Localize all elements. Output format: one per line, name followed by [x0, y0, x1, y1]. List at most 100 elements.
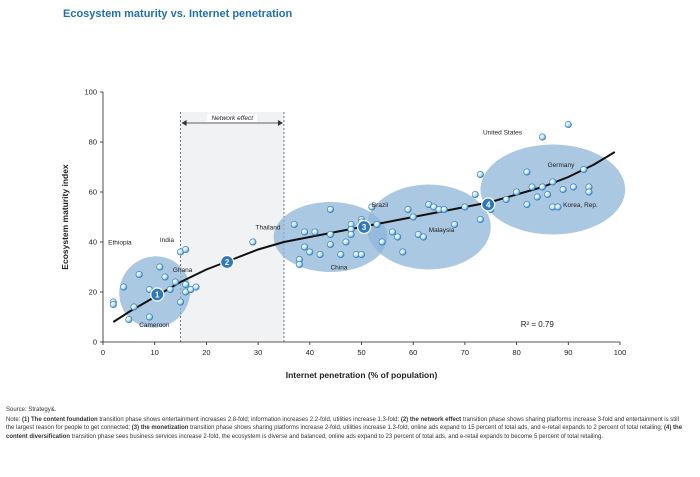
country-label: India: [160, 237, 174, 244]
phase-marker-1: [150, 287, 165, 302]
x-tick-label: 30: [254, 348, 262, 357]
phase-marker-3: [356, 219, 372, 235]
data-point: [368, 203, 376, 211]
data-point: [585, 188, 593, 196]
phase-marker-2: [219, 254, 235, 270]
data-point: [171, 278, 179, 286]
data-point: [554, 203, 562, 211]
data-point: [109, 300, 117, 308]
data-point: [523, 168, 531, 176]
data-point: [301, 243, 309, 251]
data-point: [420, 233, 428, 241]
data-point: [528, 183, 536, 191]
data-point: [533, 193, 541, 201]
network-effect-band-layer: Network effect: [180, 112, 285, 342]
country-label: China: [330, 265, 347, 272]
x-tick-label: 0: [101, 348, 105, 357]
y-tick-label: 80: [89, 138, 97, 147]
phase-marker-label: 2: [225, 258, 230, 267]
data-point: [373, 221, 381, 229]
points-layer: [109, 121, 593, 323]
data-point: [538, 183, 546, 191]
x-tick-label: 10: [151, 348, 159, 357]
data-point: [130, 303, 138, 311]
x-tick-label: 90: [564, 348, 572, 357]
country-label: United States: [483, 130, 523, 137]
data-point: [404, 206, 412, 214]
y-axis-label: Ecosystem maturity index: [60, 164, 70, 270]
data-point: [290, 221, 298, 229]
data-point: [440, 206, 448, 214]
data-point: [502, 196, 510, 204]
note-phase-1-title: (1) The content foundation: [22, 417, 98, 423]
data-point: [177, 298, 185, 306]
note-phase-2-title: (2) the network effect: [400, 417, 462, 423]
x-tick-label: 70: [461, 348, 469, 357]
data-point: [564, 121, 572, 129]
note-phase-3-text: transition phase shows sharing platforms…: [188, 425, 665, 432]
cluster-ellipse-3: [366, 184, 491, 270]
data-point: [394, 233, 402, 241]
data-point: [326, 231, 334, 239]
r-squared-label: R² = 0.79: [521, 320, 555, 329]
data-point: [166, 285, 174, 293]
note-phase-4-title: (4) the content diversification: [6, 425, 683, 440]
data-point: [549, 178, 557, 186]
x-tick-label: 50: [357, 348, 365, 357]
country-label: Malaysia: [429, 227, 455, 234]
data-point: [476, 216, 484, 224]
data-point: [409, 213, 417, 221]
band-arrow-left: [181, 120, 187, 126]
data-point: [471, 191, 479, 199]
x-tick-label: 40: [306, 348, 314, 357]
network-effect-band: [180, 112, 284, 342]
band-label-bg: [207, 114, 258, 122]
data-point: [389, 228, 397, 236]
data-point: [476, 171, 484, 179]
data-point: [399, 248, 407, 256]
note-lead: Note:: [6, 417, 23, 423]
band-arrow-right: [277, 120, 283, 126]
country-label: Ethiopia: [108, 240, 132, 247]
source-note: Source: Strategy&.: [6, 407, 57, 413]
note-phase-2-text: transition phase shows sharing platforms…: [6, 417, 679, 432]
data-point: [311, 228, 319, 236]
data-point: [378, 238, 386, 246]
data-point: [306, 248, 314, 256]
data-point: [569, 183, 577, 191]
data-point: [559, 186, 567, 194]
axes-layer: 0 10 20 30 40 50 60 70 80 90 100 0 20 40 60 80 100 Intern…: [60, 88, 626, 381]
data-point: [461, 203, 469, 211]
data-point: [513, 188, 521, 196]
data-point: [523, 201, 531, 209]
country-label: Ghana: [173, 267, 193, 274]
data-point: [156, 263, 164, 271]
y-tick-label: 40: [89, 238, 97, 247]
country-label: Thailand: [256, 225, 281, 232]
data-point: [326, 206, 334, 214]
data-point: [544, 191, 552, 199]
data-point: [316, 251, 324, 259]
data-point: [182, 280, 190, 288]
y-tick-label: 60: [89, 188, 97, 197]
data-point: [249, 238, 257, 246]
scatter-chart: Network effect 0 10 20 30 40 50 60 70 80 90 100 0 20…: [60, 88, 626, 381]
data-point: [120, 283, 128, 291]
x-tick-label: 20: [202, 348, 210, 357]
data-point: [182, 246, 190, 254]
x-tick-label: 100: [614, 348, 627, 357]
data-point: [135, 270, 143, 278]
data-point: [125, 315, 133, 323]
data-point: [347, 231, 355, 239]
y-tick-label: 20: [89, 288, 97, 297]
phase-marker-4: [481, 197, 496, 212]
data-point: [580, 166, 588, 174]
note-phase-4-text: transition phase sees business services …: [70, 433, 603, 440]
band-label: Network effect: [211, 115, 254, 122]
x-tick-label: 80: [512, 348, 520, 357]
data-point: [342, 238, 350, 246]
note-phase-1-text: transition phase shows entertainment inc…: [97, 417, 401, 423]
y-tick-label: 100: [84, 88, 97, 97]
country-label: Cameroon: [139, 322, 170, 329]
footnote: Note: (1) The content foundation transit…: [6, 416, 686, 441]
